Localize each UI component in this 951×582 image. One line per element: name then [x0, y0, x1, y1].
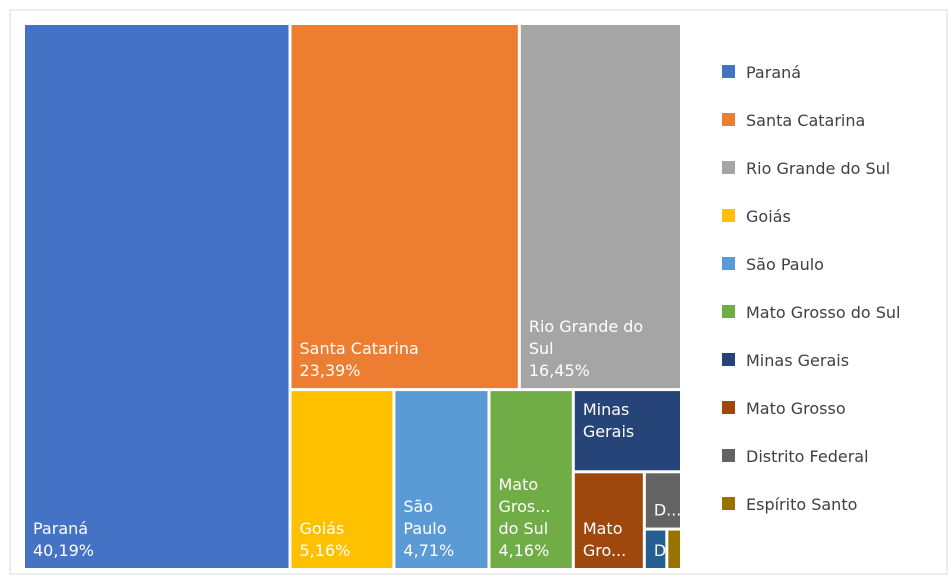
- tile-label: Goiás: [300, 519, 345, 538]
- tile: [645, 473, 680, 528]
- tile-label: Gerais: [583, 422, 634, 441]
- tile-label: Gros...: [498, 497, 550, 516]
- tile: [574, 473, 643, 568]
- legend-label: Mato Grosso do Sul: [746, 303, 901, 322]
- legend-label: Mato Grosso: [746, 399, 846, 418]
- legend-swatch: [722, 449, 735, 462]
- tile: [395, 391, 488, 568]
- legend-label: Santa Catarina: [746, 111, 865, 130]
- tile: [291, 25, 518, 389]
- legend-label: Goiás: [746, 207, 791, 226]
- legend-swatch: [722, 113, 735, 126]
- legend-swatch: [722, 305, 735, 318]
- tile: [574, 391, 680, 471]
- tile-label: Sul: [529, 339, 554, 358]
- legend-swatch: [722, 161, 735, 174]
- tile-label: Mato: [498, 475, 538, 494]
- tile-label: Santa Catarina: [300, 339, 419, 358]
- legend-label: São Paulo: [746, 255, 824, 274]
- tile-label: 16,45%: [529, 361, 590, 380]
- tile-label: 5,16%: [300, 541, 351, 560]
- tile: [668, 530, 680, 568]
- legend-swatch: [722, 401, 735, 414]
- tile-label: D...: [654, 501, 682, 520]
- legend-swatch: [722, 65, 735, 78]
- tile-label: Minas: [583, 400, 630, 419]
- legend-label: Paraná: [746, 63, 801, 82]
- tile-label: Mato: [583, 519, 623, 538]
- tile-label: Paraná: [33, 519, 88, 538]
- legend-label: Rio Grande do Sul: [746, 159, 890, 178]
- legend-swatch: [722, 209, 735, 222]
- tile-label: São: [403, 497, 433, 516]
- tile: [291, 391, 393, 568]
- legend-swatch: [722, 257, 735, 270]
- tile: [25, 25, 289, 568]
- legend-label: Espírito Santo: [746, 495, 857, 514]
- legend-label: Distrito Federal: [746, 447, 869, 466]
- tile-label: 40,19%: [33, 541, 94, 560]
- tile-label: 4,16%: [498, 541, 549, 560]
- legend-swatch: [722, 353, 735, 366]
- tile-label: 23,39%: [300, 361, 361, 380]
- tile-label: do Sul: [498, 519, 548, 538]
- tile: [520, 25, 680, 389]
- tile: [645, 530, 666, 568]
- tile-label: Paulo: [403, 519, 446, 538]
- tile-label: Gro...: [583, 541, 626, 560]
- tile-label: Rio Grande do: [529, 317, 643, 336]
- tile: [490, 391, 572, 568]
- legend-label: Minas Gerais: [746, 351, 849, 370]
- legend-swatch: [722, 497, 735, 510]
- tile-label: 4,71%: [403, 541, 454, 560]
